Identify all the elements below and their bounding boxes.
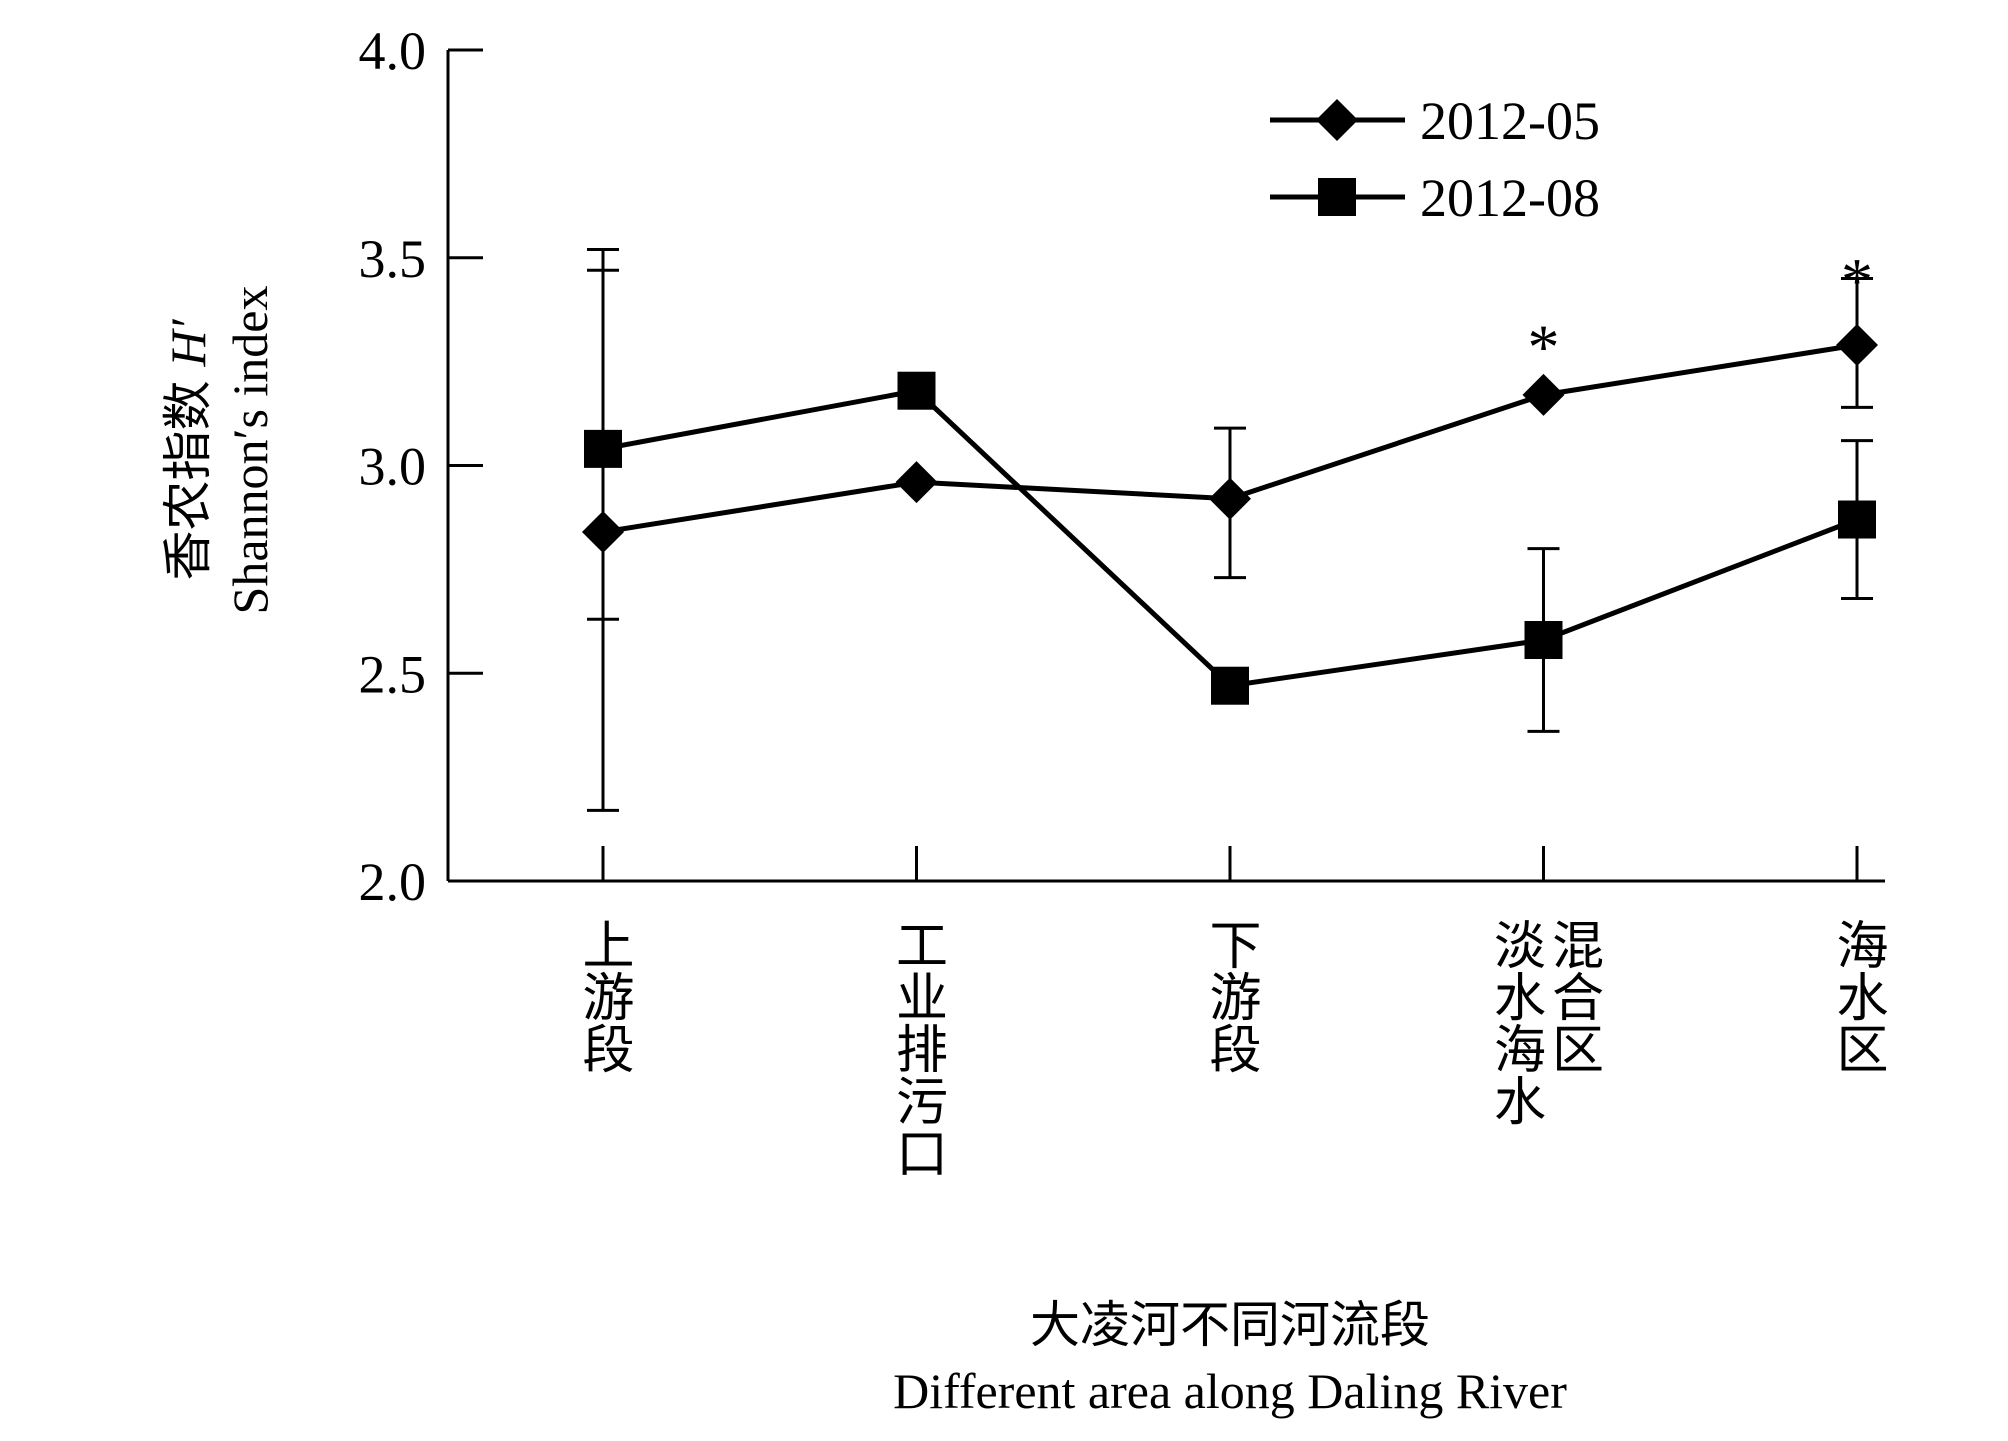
legend-label: 2012-08: [1420, 168, 1600, 228]
x-category-label: 海水区: [1827, 918, 1887, 1074]
y-axis-title-en: Shannon′s index: [222, 286, 278, 615]
y-tick-label: 3.5: [359, 229, 427, 289]
y-tick-label: 4.0: [359, 21, 427, 81]
x-category-label: 下游段: [1200, 918, 1260, 1074]
axes: [446, 48, 1885, 883]
error-bars: [587, 247, 1873, 812]
y-axis-title-symbol: H′: [160, 318, 216, 367]
legend-label: 2012-05: [1420, 91, 1600, 151]
legend-marker: [1316, 99, 1358, 141]
data-point-2012-08: [1524, 621, 1563, 660]
y-tick-label: 2.5: [359, 644, 427, 704]
significance-star: *: [1528, 311, 1560, 382]
data-point-2012-08: [897, 371, 936, 410]
y-tick-labels: 2.0 2.5 3.0 3.5 4.0: [359, 21, 427, 912]
data-point-2012-05: [1836, 324, 1878, 367]
x-category-label: 工业排污口: [887, 918, 947, 1178]
x-axis-title-en: Different area along Daling River: [893, 1363, 1567, 1419]
data-point-2012-08: [584, 429, 622, 468]
data-point-2012-05: [895, 461, 938, 504]
data-point-2012-05: [1522, 373, 1565, 416]
y-tick-label: 3.0: [359, 437, 427, 497]
significance-star: *: [1841, 245, 1873, 316]
data-point-2012-08: [1211, 666, 1249, 705]
x-axis-title-cn: 大凌河不同河流段: [1030, 1296, 1430, 1354]
x-category-label: 上游段: [573, 918, 633, 1074]
y-axis-title: 香农指数 H′ Shannon′s index: [159, 286, 278, 615]
significance-annotations: **: [1528, 245, 1874, 382]
legend: 2012-05 2012-08: [1270, 91, 1600, 228]
x-category-label: 混合区: [1543, 918, 1603, 1074]
x-category-label: 淡水海水: [1485, 918, 1545, 1126]
data-point-2012-05: [582, 510, 624, 553]
data-point-2012-05: [1209, 477, 1251, 520]
y-axis-title-cn: 香农指数: [159, 381, 217, 581]
data-point-2012-08: [1838, 500, 1876, 539]
y-tick-label: 2.0: [359, 852, 427, 912]
legend-marker: [1318, 178, 1356, 216]
svg-text:香农指数H′: 香农指数 H′: [159, 318, 217, 580]
series-markers: [582, 324, 1878, 705]
